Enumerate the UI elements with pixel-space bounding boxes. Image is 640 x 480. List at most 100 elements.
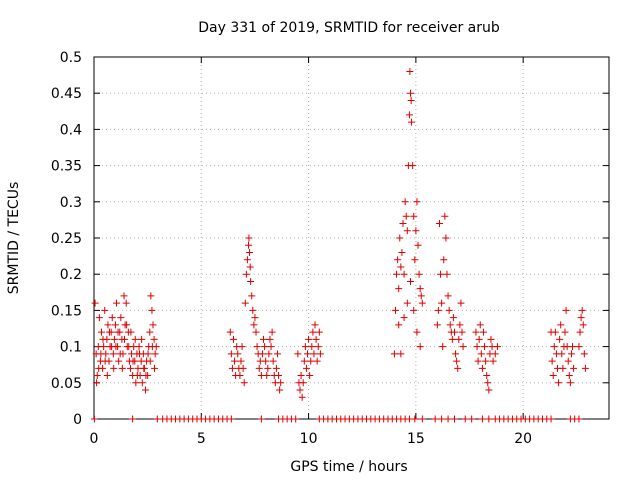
data-point [308,343,316,351]
data-point [569,343,577,351]
data-point [551,328,559,336]
data-point [408,118,416,126]
data-point [95,364,103,372]
data-point [135,350,143,358]
data-point [485,415,493,423]
data-point [550,343,558,351]
data-point [93,379,101,387]
data-point [125,343,133,351]
data-point [148,343,156,351]
data-points [90,67,589,423]
data-point [140,364,148,372]
data-point [579,321,587,329]
y-tick-label: 0.1 [60,340,82,356]
data-point [292,415,300,423]
data-point [393,270,401,278]
data-point [443,270,451,278]
data-point [150,335,158,343]
data-point [406,67,414,75]
data-point [99,335,107,343]
data-point [237,357,245,365]
data-point [472,328,480,336]
data-point [132,379,140,387]
y-tick-label: 0.5 [60,50,82,66]
data-point [567,350,575,358]
data-point [434,306,442,314]
data-point [400,314,408,322]
data-point [558,350,566,358]
data-point [561,328,569,336]
data-point [257,415,265,423]
data-point [411,256,419,264]
data-point [114,328,122,336]
data-point [402,212,410,220]
data-point [564,357,572,365]
data-point [110,335,118,343]
data-point [493,343,501,351]
y-tick-label: 0.05 [51,376,82,392]
data-point [122,299,130,307]
data-point [151,350,159,358]
data-point [242,270,250,278]
data-point [485,386,493,394]
data-point [93,372,101,380]
data-point [413,198,421,206]
x-tick-label: 0 [90,431,99,447]
data-point [273,350,281,358]
data-point [248,292,256,300]
y-tick-label: 0 [73,412,82,428]
data-point [565,372,573,380]
data-point [103,372,111,380]
data-point [151,364,159,372]
plot-frame [93,56,610,420]
data-point [396,234,404,242]
data-point [149,321,157,329]
data-point [451,415,458,423]
data-point [557,321,565,329]
data-point [454,364,462,372]
data-point [458,328,466,336]
data-point [400,270,408,278]
data-point [111,321,119,329]
data-point [113,299,121,307]
data-point [298,393,306,401]
data-point [489,357,497,365]
data-point [398,248,406,256]
data-point [401,198,409,206]
data-point [437,270,445,278]
data-point [146,328,154,336]
data-point [438,299,446,307]
data-point [123,321,131,329]
data-point [479,328,487,336]
data-point [311,321,319,329]
data-point [227,415,235,423]
data-point [410,306,418,314]
data-point [108,314,116,322]
data-point [129,357,137,365]
data-point [314,343,322,351]
data-point [90,415,98,423]
data-point [251,314,259,322]
data-point [127,328,135,336]
data-point [266,335,274,343]
x-tick-label: 20 [514,431,532,447]
data-point [556,335,564,343]
data-point [301,343,309,351]
data-point [131,335,139,343]
data-point [578,306,586,314]
data-point [294,350,302,358]
data-point [411,415,419,423]
data-point [100,343,108,351]
data-point [395,285,403,293]
data-point [397,350,405,358]
data-point [147,292,155,300]
data-point [416,285,424,293]
axis-ticks: 0 0.05 0.1 0.15 0.2 0.25 0.3 0.35 0.4 0.45 0.5 0 5 10… [51,50,609,447]
data-point [395,321,403,329]
chart-title: Day 331 of 2019, SRMTID for receiver aru… [198,20,500,36]
data-point [105,328,113,336]
data-point [101,357,109,365]
data-point [575,343,583,351]
data-point [310,350,318,358]
